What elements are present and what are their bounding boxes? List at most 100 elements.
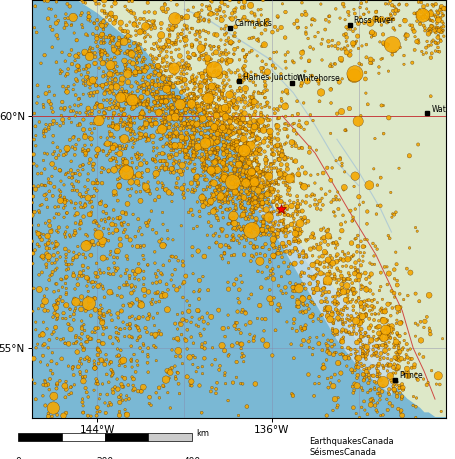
Point xyxy=(231,166,238,173)
Point xyxy=(398,394,405,401)
Point xyxy=(214,184,222,191)
Point xyxy=(369,395,376,403)
Point xyxy=(229,113,236,121)
Point xyxy=(212,101,220,108)
Point xyxy=(142,219,150,227)
Point xyxy=(311,245,318,252)
Point xyxy=(371,350,378,358)
Point xyxy=(62,88,70,95)
Point xyxy=(53,385,60,392)
Point xyxy=(238,95,245,103)
Point xyxy=(365,333,372,340)
Point xyxy=(162,67,169,74)
Point xyxy=(356,4,364,11)
Point xyxy=(359,350,366,358)
Point xyxy=(80,126,87,133)
Point xyxy=(208,96,216,103)
Point xyxy=(204,67,211,75)
Point xyxy=(329,407,337,414)
Point xyxy=(370,316,378,324)
Point xyxy=(233,99,241,106)
Point xyxy=(69,365,76,373)
Point xyxy=(77,101,85,108)
Point xyxy=(105,74,112,81)
Point xyxy=(349,39,357,47)
Point xyxy=(190,4,197,11)
Point xyxy=(213,379,221,386)
Point xyxy=(413,17,420,25)
Point xyxy=(166,37,173,45)
Point xyxy=(170,147,177,154)
Point xyxy=(371,378,378,385)
Point xyxy=(212,356,219,363)
Point xyxy=(256,117,263,124)
Point xyxy=(215,217,222,224)
Point xyxy=(335,40,342,47)
Point xyxy=(340,305,348,312)
Point xyxy=(283,318,291,325)
Point xyxy=(233,175,240,183)
Point xyxy=(388,213,395,221)
Point xyxy=(212,122,220,129)
Point xyxy=(168,132,176,140)
Point xyxy=(191,80,198,87)
Point xyxy=(340,307,347,314)
Point xyxy=(238,4,246,11)
Point xyxy=(384,16,391,23)
Point xyxy=(425,379,432,386)
Point xyxy=(255,183,263,190)
Point xyxy=(239,125,247,132)
Point xyxy=(102,110,109,118)
Point xyxy=(301,269,308,277)
Point xyxy=(323,303,330,310)
Point xyxy=(213,151,221,158)
Point xyxy=(210,149,217,157)
Point xyxy=(420,14,427,21)
Point xyxy=(430,11,437,19)
Point xyxy=(203,162,210,170)
Point xyxy=(79,398,86,406)
Point xyxy=(46,126,53,133)
Point xyxy=(396,308,403,315)
Point xyxy=(36,233,44,241)
Point xyxy=(260,215,268,222)
Point xyxy=(221,158,228,165)
Point xyxy=(377,330,384,337)
Point xyxy=(137,388,145,395)
Point xyxy=(98,340,105,347)
Point xyxy=(127,67,134,74)
Point xyxy=(226,149,233,157)
Point xyxy=(301,214,308,221)
Point xyxy=(234,104,241,111)
Point xyxy=(209,173,216,180)
Point xyxy=(241,155,248,162)
Point xyxy=(110,191,117,199)
Point xyxy=(247,224,254,232)
Point xyxy=(177,222,185,230)
Point xyxy=(166,141,173,149)
Point xyxy=(135,67,142,75)
Point xyxy=(231,177,238,185)
Point xyxy=(216,138,223,146)
Point xyxy=(358,0,365,7)
Point xyxy=(435,25,442,32)
Point xyxy=(122,34,129,41)
Point xyxy=(196,56,203,63)
Point xyxy=(235,152,242,160)
Point xyxy=(324,263,332,271)
Point xyxy=(133,188,140,196)
Point xyxy=(178,75,185,82)
Point xyxy=(343,315,350,323)
Point xyxy=(128,50,135,58)
Point xyxy=(54,411,61,419)
Point xyxy=(89,203,96,211)
Point xyxy=(186,155,193,162)
Point xyxy=(321,280,329,287)
Point xyxy=(177,101,184,108)
Point xyxy=(185,85,192,93)
Point xyxy=(65,363,72,370)
Point xyxy=(298,228,306,235)
Point xyxy=(231,45,238,53)
Point xyxy=(351,70,359,78)
Text: 400: 400 xyxy=(183,457,201,459)
